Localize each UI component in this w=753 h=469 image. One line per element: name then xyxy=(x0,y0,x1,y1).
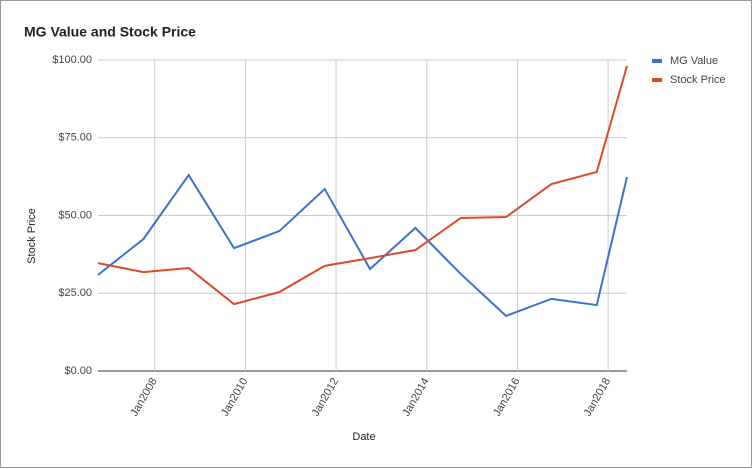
y-axis-title: Stock Price xyxy=(26,208,38,264)
legend-swatch xyxy=(652,59,662,63)
y-tick-label: $100.00 xyxy=(52,54,92,66)
legend-label: Stock Price xyxy=(670,74,726,86)
y-tick-label: $0.00 xyxy=(64,365,92,377)
y-tick-label: $25.00 xyxy=(58,287,92,299)
y-tick-label: $75.00 xyxy=(58,132,92,144)
chart-title: MG Value and Stock Price xyxy=(24,24,196,40)
line xyxy=(97,65,628,306)
line xyxy=(97,173,628,318)
legend-label: MG Value xyxy=(670,55,718,67)
x-axis-title: Date xyxy=(352,431,375,443)
y-tick-label: $50.00 xyxy=(58,209,92,221)
legend-swatch xyxy=(652,78,662,82)
